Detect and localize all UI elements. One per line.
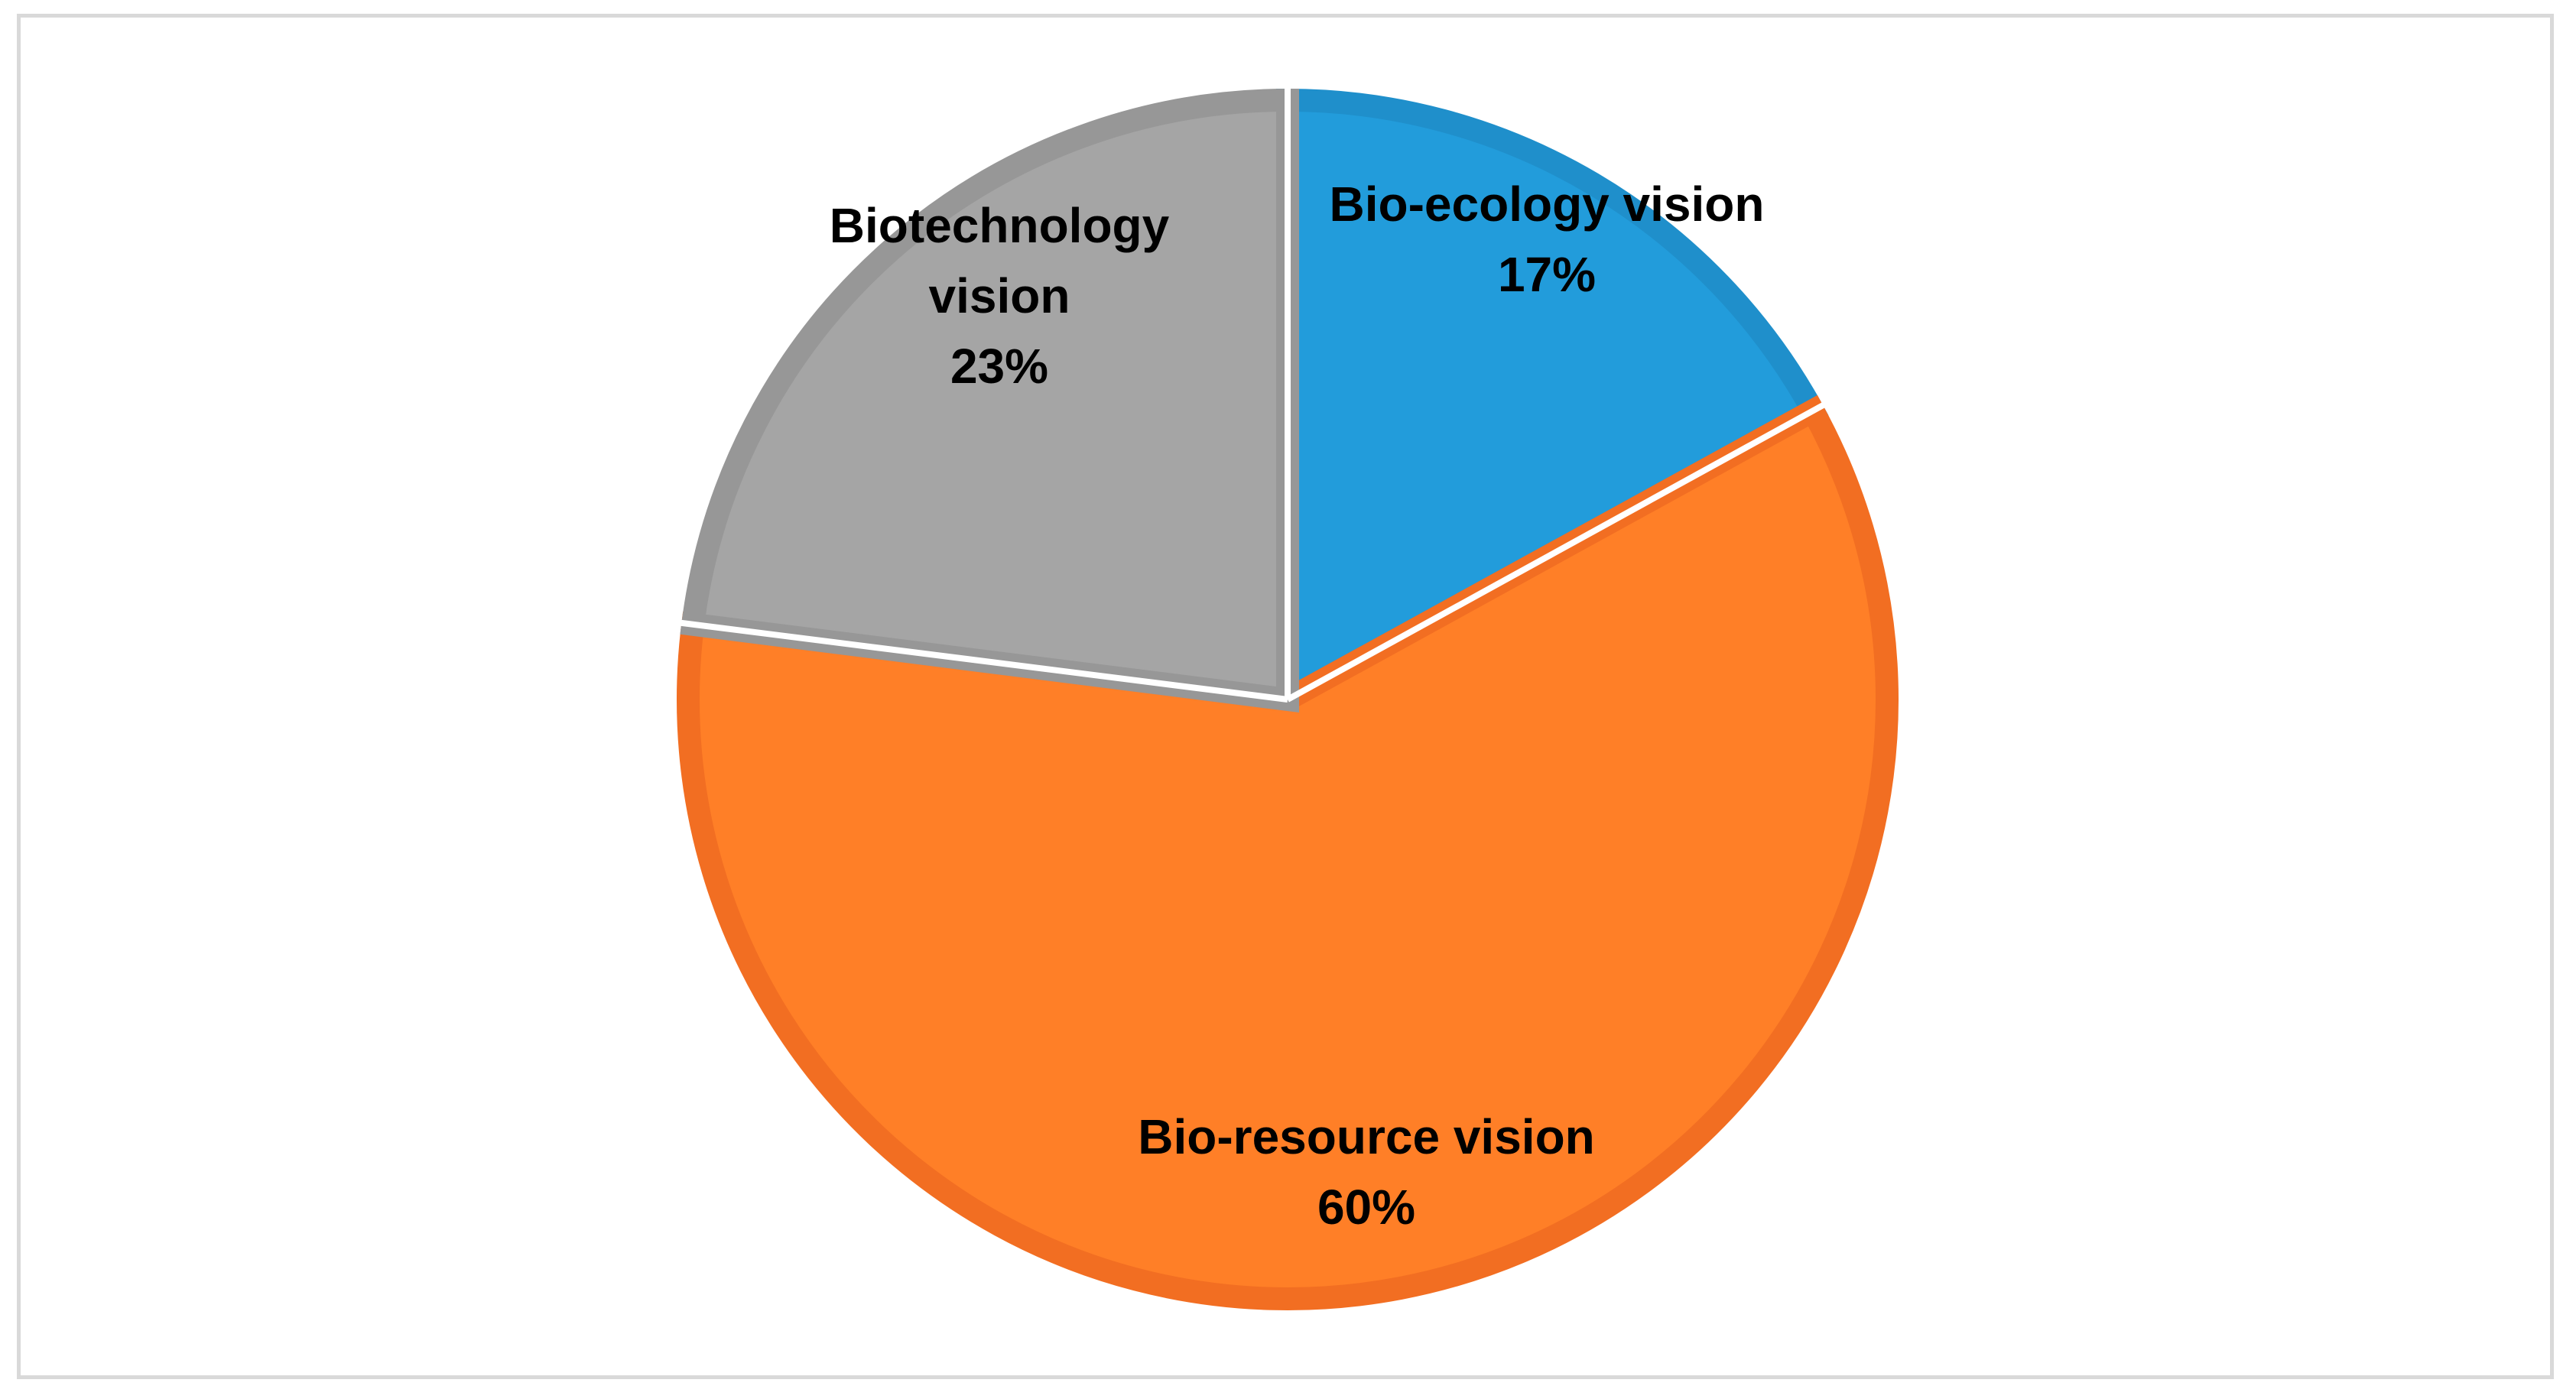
- slice-value-label: 23%: [950, 339, 1048, 394]
- slice-label-biotechnology-vision: Biotechnology vision 23%: [830, 198, 1170, 394]
- slice-value-label: 17%: [1498, 247, 1596, 302]
- slice-category-label: Bio-resource vision: [1138, 1109, 1595, 1164]
- slice-label-bio-ecology-vision: Bio-ecology vision 17%: [1330, 177, 1765, 302]
- pie-slice-bio-resource-vision: [677, 394, 1899, 1310]
- slice-separator: [1286, 402, 1825, 703]
- slice-label-bio-resource-vision: Bio-resource vision 60%: [1138, 1109, 1595, 1235]
- slice-separator: [680, 619, 1288, 703]
- slice-value-label: 60%: [1317, 1180, 1415, 1235]
- pie-slice-bio-ecology-vision: [1276, 88, 1829, 719]
- slice-category-label: Bio-ecology vision: [1330, 177, 1765, 232]
- pie-slice-biotechnology-vision: [680, 88, 1299, 713]
- slice-category-label: Biotechnology: [830, 198, 1170, 253]
- slice-category-label: vision: [929, 268, 1070, 323]
